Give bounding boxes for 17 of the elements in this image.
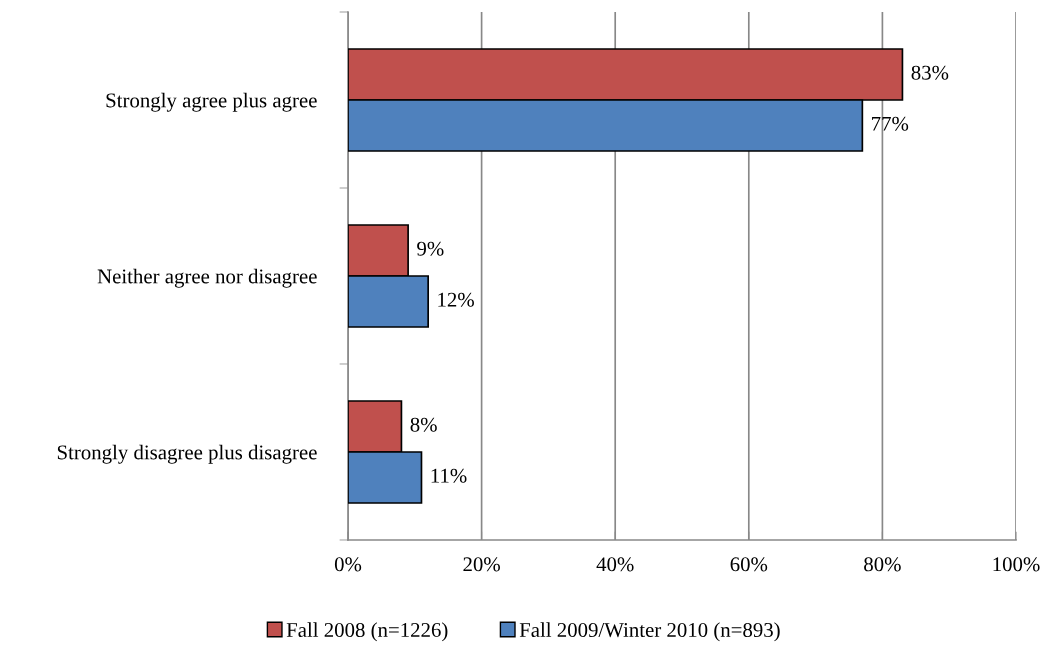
y-tick-label: Neither agree nor disagree [97, 268, 317, 288]
x-tick-label: 80% [864, 557, 901, 572]
data-label: 11% [431, 468, 467, 483]
data-label: 9% [417, 241, 444, 256]
x-tick-label: 0% [334, 557, 362, 572]
legend-label: Fall 2008 (n=1226) [286, 622, 448, 642]
x-tick-label: 100% [993, 557, 1040, 572]
x-tick-label: 40% [596, 557, 634, 572]
data-label: 83% [911, 65, 949, 80]
data-label: 12% [438, 292, 474, 307]
data-label: 8% [410, 417, 437, 432]
data-label: 77% [872, 116, 909, 131]
legend-label: Fall 2009/Winter 2010 (n=893) [519, 622, 780, 642]
y-tick-label: Strongly disagree plus disagree [57, 444, 317, 464]
y-tick-label: Strongly agree plus agree [106, 92, 317, 112]
x-tick-label: 20% [463, 557, 500, 572]
x-tick-label: 60% [730, 557, 768, 572]
